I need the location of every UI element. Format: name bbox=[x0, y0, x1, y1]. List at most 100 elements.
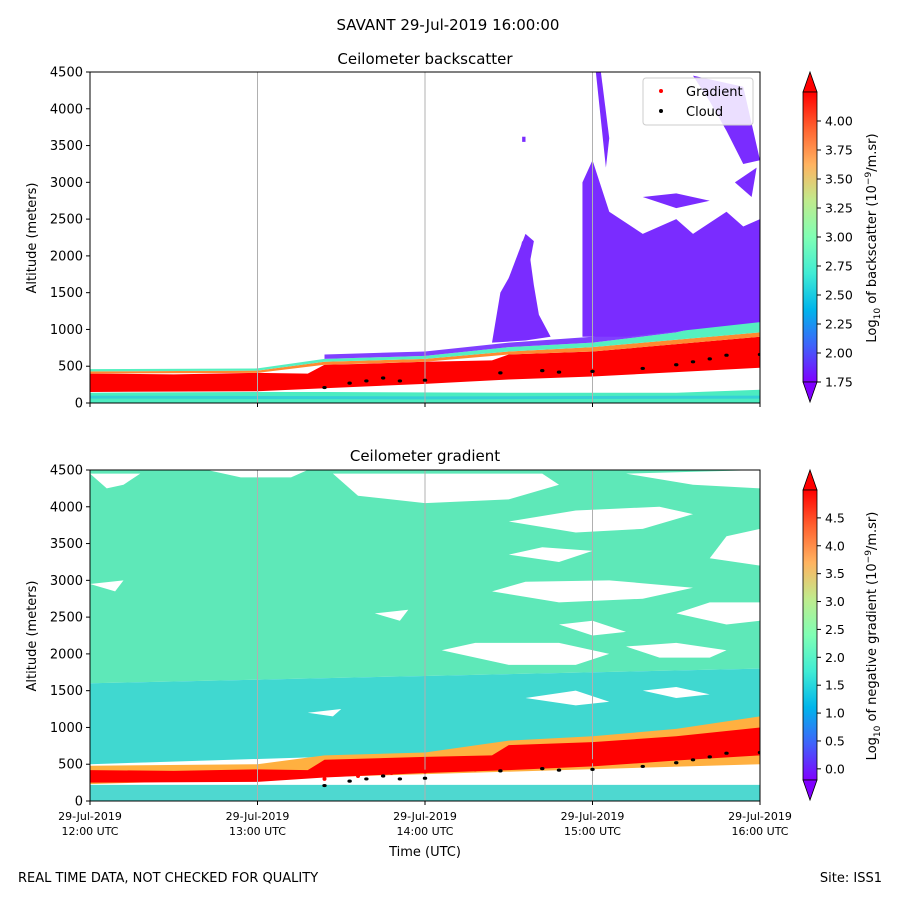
backscatter-colorbar: 1.75 2.00 2.25 2.50 2.75 3.00 3.25 3.50 3.75 4.00… bbox=[802, 70, 883, 404]
backscatter-colorbar-tick-label: 3.25 bbox=[825, 201, 853, 216]
gradient-colorbar-tick-label: 3.5 bbox=[825, 566, 845, 581]
legend-gradient-marker bbox=[659, 89, 663, 93]
backscatter-colorbar-tick-label: 2.00 bbox=[825, 346, 853, 361]
gradient-blob bbox=[525, 690, 610, 706]
backscatter-blob bbox=[734, 167, 757, 198]
backscatter-gradient-point bbox=[456, 377, 461, 382]
gradient-ylabel: Altitude (meters) bbox=[25, 581, 40, 692]
backscatter-title: Ceilometer backscatter bbox=[337, 50, 513, 68]
gradient-gradient-point bbox=[640, 754, 645, 759]
gradient-ytick-label: 500 bbox=[58, 758, 83, 773]
gradient-cloud-point bbox=[540, 767, 545, 771]
gradient-blob bbox=[332, 473, 559, 504]
backscatter-gradient-point bbox=[356, 378, 360, 383]
legend-gradient-label: Gradient bbox=[686, 85, 743, 100]
backscatter-colorbar-tick-label: 1.75 bbox=[825, 375, 853, 390]
gradient-ytick-label: 2000 bbox=[50, 647, 83, 662]
backscatter-colorbar-tick-label: 2.75 bbox=[825, 259, 853, 274]
backscatter-cloud-point bbox=[498, 371, 503, 375]
gradient-cloud-point bbox=[347, 779, 352, 783]
gradient-ytick-label: 0 bbox=[75, 795, 83, 810]
xtick-date-label: 29-Jul-2019 bbox=[226, 810, 290, 823]
gradient-ytick-label: 2500 bbox=[50, 611, 83, 626]
gradient-gradient-point bbox=[557, 760, 561, 765]
backscatter-panel: Ceilometer backscatter 0 500 1000 1500 2000 2… bbox=[25, 50, 883, 412]
backscatter-cloud-point bbox=[690, 360, 696, 364]
backscatter-cloud-point bbox=[322, 385, 327, 390]
gradient-gradient-point bbox=[590, 759, 595, 764]
gradient-gradient-point bbox=[691, 747, 695, 752]
backscatter-cloud-point bbox=[397, 379, 403, 383]
gradient-colorbar-bar bbox=[802, 489, 818, 781]
gradient-cloud-point bbox=[690, 758, 696, 762]
backscatter-ytick-label: 3000 bbox=[50, 176, 83, 191]
backscatter-legend: Gradient Cloud bbox=[642, 77, 754, 126]
backscatter-colorbar-tick-label: 3.50 bbox=[825, 172, 853, 187]
backscatter-colorbar-tick-label: 3.00 bbox=[825, 230, 853, 245]
gradient-blob bbox=[676, 602, 760, 625]
gradient-ytick-label: 1500 bbox=[50, 684, 83, 699]
xtick-date-label: 29-Jul-2019 bbox=[728, 810, 792, 823]
xtick-date-label: 29-Jul-2019 bbox=[393, 810, 457, 823]
gradient-blob bbox=[626, 470, 760, 489]
gradient-colorbar-top-arrow bbox=[802, 468, 818, 491]
backscatter-ytick-label: 2000 bbox=[50, 249, 83, 264]
backscatter-cloud-point bbox=[757, 352, 760, 357]
quality-disclaimer: REAL TIME DATA, NOT CHECKED FOR QUALITY bbox=[18, 871, 318, 886]
gradient-colorbar-tick-label: 4.0 bbox=[825, 538, 845, 553]
backscatter-cloud-point bbox=[422, 378, 428, 382]
site-label: Site: ISS1 bbox=[820, 871, 882, 886]
gradient-cloud-point bbox=[364, 777, 369, 781]
gradient-gradient-point bbox=[389, 771, 394, 776]
backscatter-cloud-point bbox=[556, 370, 562, 374]
backscatter-cloud-point bbox=[347, 381, 352, 385]
xtick-time-label: 13:00 UTC bbox=[229, 825, 286, 838]
gradient-colorbar-tick-label: 2.5 bbox=[825, 622, 845, 637]
xtick-time-label: 15:00 UTC bbox=[564, 825, 621, 838]
gradient-ytick-label: 4000 bbox=[50, 500, 83, 515]
backscatter-blob bbox=[582, 160, 760, 337]
backscatter-gradient-point bbox=[506, 371, 511, 376]
backscatter-ytick-label: 3500 bbox=[50, 139, 83, 154]
gradient-colorbar-tick-label: 1.5 bbox=[825, 678, 845, 693]
xtick-date-label: 29-Jul-2019 bbox=[58, 810, 122, 823]
xtick-date-label: 29-Jul-2019 bbox=[561, 810, 625, 823]
backscatter-colorbar-tick-label: 4.00 bbox=[825, 114, 853, 129]
backscatter-colorbar-label: Log10 of backscatter (10−9/m.sr) bbox=[864, 133, 883, 342]
gradient-blob bbox=[90, 580, 124, 592]
gradient-gradient-point bbox=[423, 769, 427, 774]
backscatter-colorbar-tick-label: 2.25 bbox=[825, 317, 853, 332]
backscatter-colorbar-bar bbox=[802, 91, 818, 383]
gradient-gradient-point bbox=[322, 776, 327, 781]
backscatter-layer-layer-top-violet bbox=[324, 307, 760, 359]
backscatter-gradient-point bbox=[490, 374, 494, 379]
gradient-blob bbox=[642, 686, 710, 699]
backscatter-blob bbox=[642, 193, 710, 209]
gradient-cloud-point bbox=[707, 755, 712, 759]
backscatter-cloud-point bbox=[640, 366, 645, 371]
backscatter-gradient-point bbox=[724, 358, 729, 363]
backscatter-gradient-point bbox=[657, 366, 662, 371]
backscatter-gradient-point bbox=[406, 376, 411, 381]
gradient-colorbar-label: Log10 of negative gradient (10−9/m.sr) bbox=[864, 512, 883, 761]
gradient-colorbar-tick-label: 4.5 bbox=[825, 510, 845, 525]
xtick-time-label: 12:00 UTC bbox=[61, 825, 118, 838]
gradient-gradient-point bbox=[724, 743, 729, 748]
x-axis-label: Time (UTC) bbox=[388, 845, 461, 860]
gradient-colorbar: 0.0 0.5 1.0 1.5 2.0 2.5 3.0 3.5 4.0 4.5 Log10 of … bbox=[802, 468, 883, 802]
backscatter-cloud-point bbox=[380, 376, 386, 380]
backscatter-gradient-point bbox=[707, 360, 712, 365]
backscatter-ylabel: Altitude (meters) bbox=[25, 183, 40, 294]
gradient-cloud-point bbox=[322, 783, 327, 788]
xtick-time-label: 14:00 UTC bbox=[396, 825, 453, 838]
gradient-cloud-point bbox=[724, 751, 729, 755]
suptitle: SAVANT 29-Jul-2019 16:00:00 bbox=[337, 16, 560, 34]
gradient-blob bbox=[508, 547, 593, 562]
gradient-cloud-point bbox=[397, 777, 403, 781]
backscatter-ytick-label: 4000 bbox=[50, 102, 83, 117]
gradient-ytick-label: 3000 bbox=[50, 574, 83, 589]
backscatter-blob bbox=[522, 136, 526, 142]
gradient-gradient-point bbox=[473, 767, 478, 772]
legend-cloud-marker bbox=[659, 109, 663, 113]
